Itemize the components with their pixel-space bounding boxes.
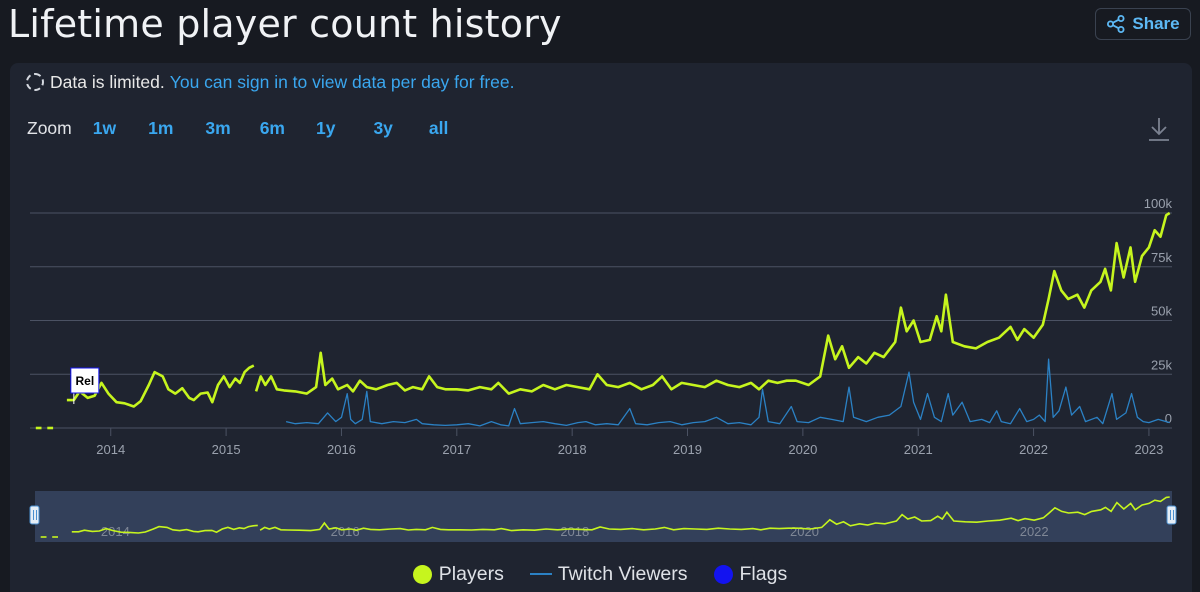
navigator-left-handle[interactable]	[29, 505, 40, 525]
players-series-line	[66, 364, 255, 408]
y-tick-label: 0	[1165, 411, 1172, 426]
twitch-series-line	[285, 358, 1170, 427]
notice-limited-text: Data is limited.	[50, 71, 165, 92]
y-tick-label: 50k	[1151, 304, 1172, 319]
sign-in-link[interactable]: You can sign in to view data per day for…	[169, 71, 515, 92]
page-title: Lifetime player count history	[8, 2, 562, 46]
share-button[interactable]: Share	[1095, 8, 1191, 40]
twitch-legend-line	[529, 573, 552, 575]
navigator-year-label: 2020	[790, 524, 819, 539]
x-tick-label: 2022	[1019, 442, 1048, 457]
navigator-players-line	[71, 524, 258, 534]
share-label: Share	[1132, 14, 1180, 33]
players-series-line	[254, 211, 1171, 395]
navigator-right-handle[interactable]	[1166, 505, 1177, 525]
chart-legend: Players Twitch Viewers Flags	[0, 558, 1200, 590]
zoom-label: Zoom	[27, 117, 72, 138]
x-tick-label: 2019	[673, 442, 702, 457]
download-icon[interactable]	[1148, 116, 1170, 142]
flag-marker	[70, 367, 100, 394]
y-tick-label: 100k	[1144, 196, 1173, 211]
legend-flags-label: Flags	[739, 562, 788, 585]
x-tick-label: 2014	[96, 442, 125, 457]
players-legend-dot	[412, 564, 432, 584]
navigator-year-label: 2018	[560, 524, 589, 539]
player-count-chart: 0 25k 50k 75k 100k 2014 2015 2016 2017 2018 2019 20…	[29, 196, 1177, 542]
legend-item-twitch-viewers[interactable]: Twitch Viewers	[529, 562, 688, 586]
zoom-1y-button[interactable]: 1y	[315, 117, 336, 138]
navigator-selection	[35, 491, 1172, 542]
limited-data-icon	[26, 73, 44, 91]
zoom-3y-button[interactable]: 3y	[373, 117, 393, 138]
x-tick-label: 2017	[442, 442, 471, 457]
zoom-3m-button[interactable]: 3m	[205, 117, 231, 138]
x-tick-label: 2018	[558, 442, 587, 457]
navigator-players-line	[259, 496, 1170, 532]
share-icon	[1107, 15, 1125, 33]
y-tick-label: 75k	[1151, 250, 1172, 265]
x-tick-label: 2020	[788, 442, 817, 457]
zoom-1m-button[interactable]: 1m	[148, 117, 174, 138]
zoom-1w-button[interactable]: 1w	[92, 117, 117, 138]
navigator-year-label: 2016	[331, 524, 360, 539]
x-tick-label: 2015	[212, 442, 241, 457]
x-tick-label: 2021	[904, 442, 933, 457]
legend-item-players[interactable]: Players	[412, 562, 504, 586]
navigator-year-label: 2022	[1020, 524, 1049, 539]
zoom-all-button[interactable]: all	[428, 117, 449, 138]
flag-label: Rel	[75, 374, 94, 388]
legend-item-flags[interactable]: Flags	[713, 562, 788, 586]
flags-legend-dot	[713, 564, 733, 584]
legend-twitch-label: Twitch Viewers	[557, 562, 688, 585]
legend-players-label: Players	[438, 562, 504, 585]
y-tick-label: 25k	[1151, 357, 1172, 372]
x-tick-label: 2023	[1134, 442, 1163, 457]
zoom-bar: Zoom 1w 1m 3m 6m 1y 3y all	[27, 115, 448, 141]
x-tick-label: 2016	[327, 442, 356, 457]
zoom-6m-button[interactable]: 6m	[259, 117, 285, 138]
data-limited-notice: Data is limited. You can sign in to view…	[26, 70, 514, 94]
